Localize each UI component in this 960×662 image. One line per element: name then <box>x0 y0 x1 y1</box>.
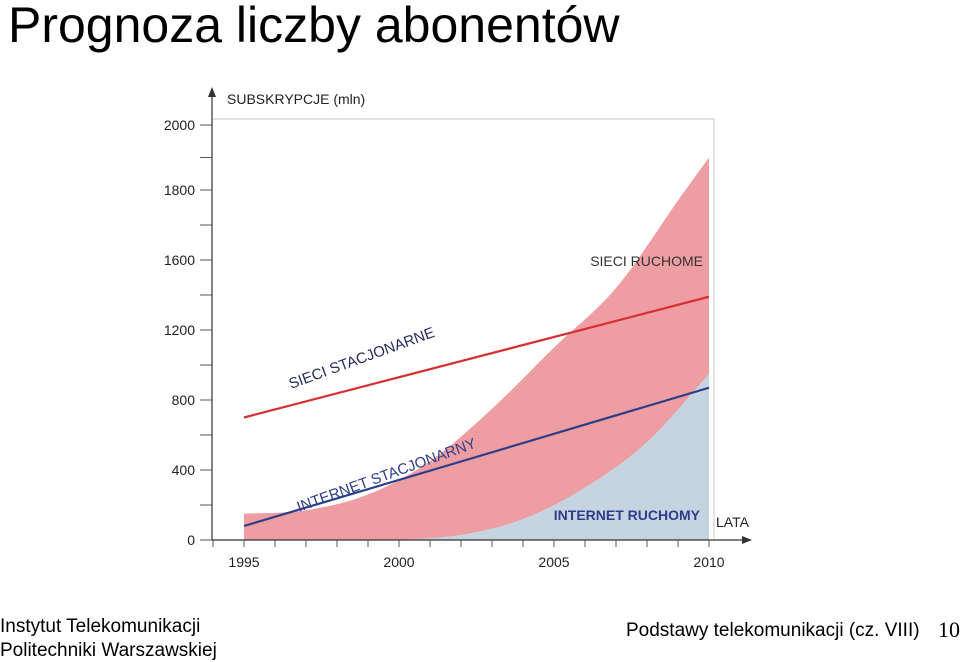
y-axis-arrow <box>208 87 216 97</box>
y-tick-label: 1800 <box>164 182 195 198</box>
x-tick-label: 2010 <box>693 554 724 570</box>
footer-course-title: Podstawy telekomunikacji (cz. VIII) <box>626 620 920 641</box>
footer-university: Politechniki Warszawskiej <box>0 640 217 661</box>
line-internet-stacjonarny <box>243 386 710 528</box>
y-tick-label: 1200 <box>164 322 195 338</box>
series-label-mobile-internet: INTERNET RUCHOMY <box>554 507 701 523</box>
area-internet-ruchomy <box>399 373 709 540</box>
x-axis-title: LATA <box>716 514 750 530</box>
x-tick-label: 1995 <box>228 554 259 570</box>
y-axis-title: SUBSKRYPCJE (mln) <box>227 91 365 107</box>
x-tick-label: 2005 <box>538 554 569 570</box>
series-label-fixed: SIECI STACJONARNE <box>287 324 437 393</box>
x-tick-label: 2000 <box>383 554 414 570</box>
y-tick-label: 800 <box>172 392 196 408</box>
y-tick-label: 400 <box>172 462 196 478</box>
line-sieci-stacjonarne <box>243 295 710 419</box>
area-sieci-ruchome <box>244 157 709 540</box>
plot-frame <box>212 118 715 540</box>
page-number: 10 <box>938 617 960 642</box>
footer-institute: Instytut Telekomunikacji <box>0 616 201 637</box>
series-label-mobile: SIECI RUCHOME <box>590 253 703 269</box>
y-tick-label: 1600 <box>164 252 195 268</box>
page-title: Prognoza liczby abonentów <box>8 0 620 53</box>
y-tick-label: 0 <box>187 532 195 548</box>
x-axis-arrow <box>742 536 752 544</box>
forecast-chart: 0 400 800 1200 1600 1800 2000 1995 2000 2005 2010 S… <box>164 87 752 570</box>
y-tick-label: 2000 <box>164 117 195 133</box>
